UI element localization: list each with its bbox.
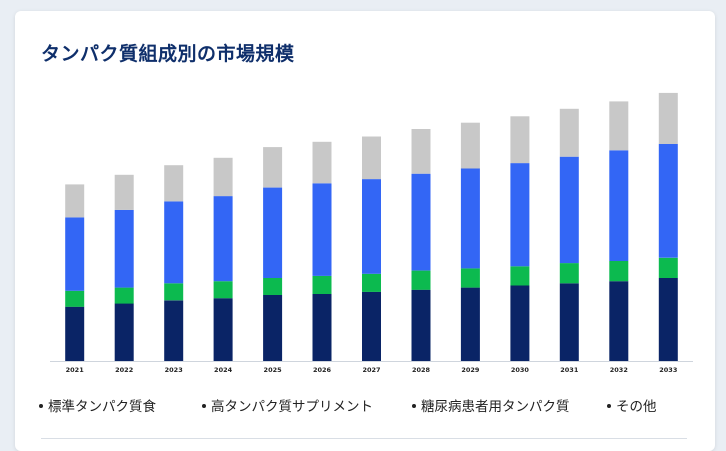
x-tick-label: 2030 bbox=[511, 366, 530, 374]
bar-series-1-2027 bbox=[362, 273, 381, 292]
bar-series-2-2028 bbox=[411, 173, 431, 271]
bar-series-0-2031 bbox=[559, 283, 579, 361]
bar-series-2-2032 bbox=[609, 150, 629, 261]
bar-series-3-2032 bbox=[609, 101, 629, 151]
bar-series-2-2021 bbox=[65, 217, 85, 291]
bar-series-3-2029 bbox=[460, 122, 480, 169]
x-tick-label: 2031 bbox=[560, 366, 579, 374]
x-tick-label: 2024 bbox=[214, 366, 233, 374]
x-tick-label: 2026 bbox=[313, 366, 332, 374]
x-tick-label: 2028 bbox=[412, 366, 431, 374]
x-tick-label: 2033 bbox=[659, 366, 677, 374]
divider bbox=[41, 438, 687, 439]
bar-series-1-2024 bbox=[213, 281, 233, 299]
legend-item-high-protein-supplement: 高タンパク質サプリメント bbox=[202, 395, 373, 415]
x-tick-label: 2027 bbox=[362, 366, 380, 374]
x-tick-labels: 2021 2022 2023 2024 2025 2026 2027 2028 2029 2030… bbox=[66, 366, 678, 374]
bar-series-1-2026 bbox=[312, 275, 332, 294]
legend-label: その他 bbox=[616, 399, 657, 415]
bar-series-2-2025 bbox=[263, 187, 283, 278]
legend-item-standard-protein: 標準タンパク質食 bbox=[39, 395, 156, 415]
legend-item-other: その他 bbox=[607, 395, 657, 415]
chart-title: タンパク質組成別の市場規模 bbox=[41, 43, 295, 65]
bar-series-0-2029 bbox=[460, 287, 480, 361]
bar-series-3-2031 bbox=[559, 108, 579, 157]
legend-item-diabetic-protein: 糖尿病患者用タンパク質 bbox=[412, 395, 570, 415]
legend-label: 糖尿病患者用タンパク質 bbox=[421, 399, 570, 415]
bar-series-0-2023 bbox=[164, 300, 184, 361]
bar-series-2-2030 bbox=[510, 163, 530, 267]
bar-series-0-2026 bbox=[312, 294, 332, 361]
bar-group bbox=[65, 92, 678, 361]
bar-series-0-2027 bbox=[362, 291, 381, 361]
bullet-icon bbox=[412, 403, 416, 408]
bar-series-3-2024 bbox=[213, 157, 233, 197]
bar-series-2-2024 bbox=[213, 196, 233, 282]
legend-label: 標準タンパク質食 bbox=[48, 399, 156, 415]
bar-series-1-2021 bbox=[65, 290, 85, 307]
bar-series-2-2027 bbox=[362, 179, 381, 274]
bar-series-2-2029 bbox=[460, 168, 480, 269]
bar-series-3-2023 bbox=[164, 165, 184, 202]
bar-series-0-2022 bbox=[114, 303, 134, 361]
bar-series-3-2022 bbox=[114, 174, 134, 210]
bar-series-2-2023 bbox=[164, 201, 184, 284]
bar-series-1-2029 bbox=[460, 268, 480, 288]
chart-card: タンパク質組成別の市場規模 2021 2022 2023 2024 2025 2026 20… bbox=[15, 11, 715, 451]
bar-series-1-2023 bbox=[164, 283, 184, 301]
bar-series-1-2032 bbox=[609, 261, 629, 282]
legend: 標準タンパク質食 高タンパク質サプリメント 糖尿病患者用タンパク質 その他 bbox=[39, 395, 699, 417]
bar-series-0-2024 bbox=[213, 298, 233, 361]
bar-series-2-2022 bbox=[114, 209, 134, 288]
bar-series-1-2022 bbox=[114, 287, 134, 304]
x-tick-label: 2021 bbox=[66, 366, 85, 374]
bullet-icon bbox=[607, 403, 611, 408]
bar-series-0-2028 bbox=[411, 289, 431, 361]
bar-series-0-2030 bbox=[510, 285, 530, 361]
bar-series-1-2028 bbox=[411, 270, 431, 290]
bar-series-0-2025 bbox=[263, 295, 283, 361]
x-tick-label: 2023 bbox=[165, 366, 183, 374]
bar-series-3-2028 bbox=[411, 129, 431, 174]
x-tick-label: 2029 bbox=[461, 366, 480, 374]
bar-series-1-2030 bbox=[510, 266, 530, 286]
bar-series-0-2033 bbox=[658, 278, 678, 361]
bar-series-3-2026 bbox=[312, 141, 332, 184]
bullet-icon bbox=[202, 403, 206, 408]
bar-series-1-2031 bbox=[559, 263, 579, 284]
bar-series-2-2033 bbox=[658, 143, 678, 258]
bullet-icon bbox=[39, 403, 43, 408]
bar-series-3-2021 bbox=[65, 184, 85, 218]
legend-label: 高タンパク質サプリメント bbox=[211, 399, 373, 415]
x-tick-label: 2022 bbox=[115, 366, 133, 374]
bar-series-2-2031 bbox=[559, 156, 579, 264]
stacked-bar-chart: 2021 2022 2023 2024 2025 2026 2027 2028 2029 2030… bbox=[50, 92, 693, 374]
bar-series-1-2025 bbox=[263, 278, 283, 295]
bar-series-1-2033 bbox=[658, 257, 678, 278]
x-tick-label: 2025 bbox=[264, 366, 283, 374]
bar-series-3-2027 bbox=[362, 136, 381, 180]
bar-series-3-2025 bbox=[263, 147, 283, 188]
x-tick-label: 2032 bbox=[610, 366, 628, 374]
bar-series-3-2033 bbox=[658, 92, 678, 144]
bar-series-0-2021 bbox=[65, 306, 85, 361]
bar-series-2-2026 bbox=[312, 183, 332, 276]
bar-series-0-2032 bbox=[609, 281, 629, 361]
bar-series-3-2030 bbox=[510, 116, 530, 164]
